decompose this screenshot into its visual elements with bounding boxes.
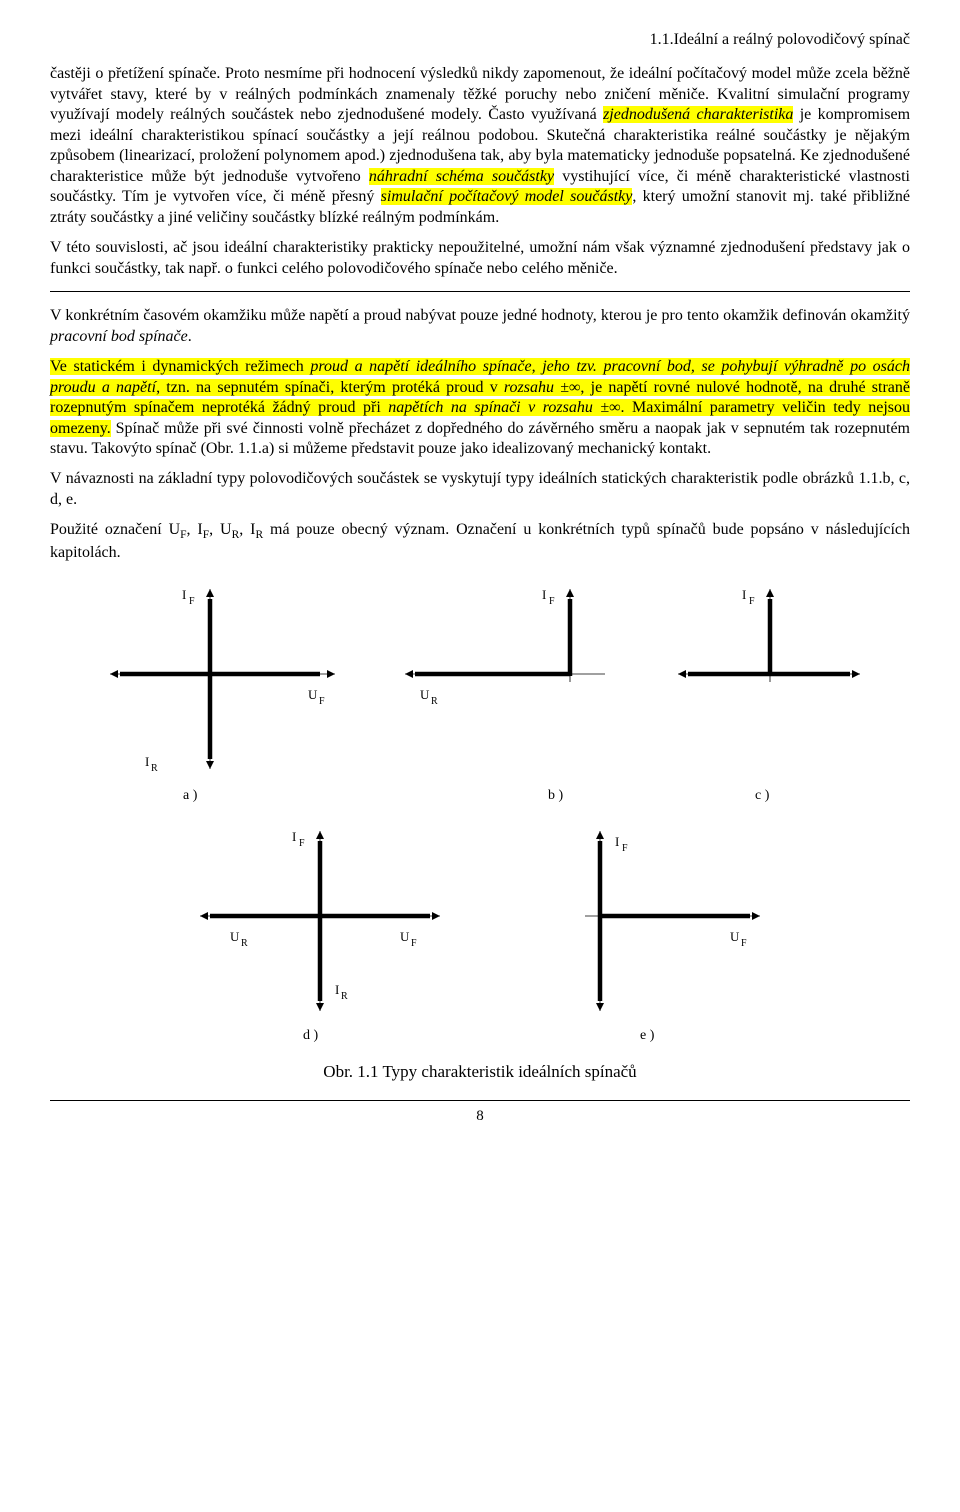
p6-subR2: R bbox=[255, 530, 263, 542]
svg-text:b ): b ) bbox=[548, 788, 564, 803]
fig-d: I F U R U F I R d ) bbox=[185, 816, 455, 1052]
figure-row-1: I F U F I R a ) I F U R bbox=[70, 574, 890, 810]
horizontal-rule bbox=[50, 291, 910, 292]
svg-text:I: I bbox=[615, 834, 619, 849]
svg-text:R: R bbox=[341, 991, 348, 1002]
svg-text:F: F bbox=[319, 696, 325, 707]
p1-highlight-3: simulační počítačový model součástky bbox=[381, 188, 633, 205]
svg-text:R: R bbox=[151, 763, 158, 774]
fig-b: I F U R b ) bbox=[390, 574, 620, 810]
svg-text:R: R bbox=[431, 696, 438, 707]
svg-text:U: U bbox=[308, 687, 318, 702]
svg-text:U: U bbox=[400, 929, 410, 944]
figure-row-2: I F U R U F I R d ) I bbox=[70, 816, 890, 1052]
paragraph-3: V konkrétním časovém okamžiku může napět… bbox=[50, 306, 910, 347]
svg-text:F: F bbox=[549, 596, 555, 607]
p6c: , U bbox=[209, 521, 231, 538]
svg-text:R: R bbox=[241, 938, 248, 949]
p1-highlight-1: zjednodušená charakteristika bbox=[603, 106, 793, 123]
fig-a: I F U F I R a ) bbox=[90, 574, 350, 810]
p4h2bi: napětích na spínači v rozsahu ±∞ bbox=[388, 399, 620, 416]
svg-text:c ): c ) bbox=[755, 788, 770, 803]
fig-c: I F c ) bbox=[660, 574, 870, 810]
svg-text:I: I bbox=[742, 587, 746, 602]
svg-text:I: I bbox=[145, 754, 149, 769]
svg-text:U: U bbox=[730, 929, 740, 944]
svg-text:U: U bbox=[230, 929, 240, 944]
p6b: , I bbox=[187, 521, 203, 538]
page-number: 8 bbox=[50, 1100, 910, 1126]
p1-highlight-2: náhradní schéma součástky bbox=[369, 168, 554, 185]
p3-end: . bbox=[188, 328, 192, 345]
svg-text:U: U bbox=[420, 687, 430, 702]
paragraph-2: V této souvislosti, ač jsou ideální char… bbox=[50, 238, 910, 279]
svg-text:F: F bbox=[622, 843, 628, 854]
svg-text:F: F bbox=[411, 938, 417, 949]
svg-text:e ): e ) bbox=[640, 1028, 655, 1043]
section-header: 1.1.Ideální a reálný polovodičový spínač bbox=[50, 30, 910, 50]
p6a: Použité označení U bbox=[50, 521, 180, 538]
figure-area: I F U F I R a ) I F U R bbox=[70, 574, 890, 1083]
p6d: , I bbox=[239, 521, 255, 538]
p4-rest: Spínač může při své činnosti volně přech… bbox=[50, 420, 910, 457]
fig-e: I F U F e ) bbox=[545, 816, 775, 1052]
p4h1a: Ve statickém i dynamických režimech bbox=[50, 358, 310, 375]
p4h2ai: rozsahu ±∞ bbox=[504, 379, 581, 396]
svg-text:F: F bbox=[299, 838, 305, 849]
svg-text:F: F bbox=[741, 938, 747, 949]
paragraph-6: Použité označení UF, IF, UR, IR má pouze… bbox=[50, 520, 910, 563]
paragraph-4: Ve statickém i dynamických režimech prou… bbox=[50, 357, 910, 459]
paragraph-5: V návaznosti na základní typy polovodičo… bbox=[50, 469, 910, 510]
p3-text: V konkrétním časovém okamžiku může napět… bbox=[50, 307, 910, 324]
figure-caption: Obr. 1.1 Typy charakteristik ideálních s… bbox=[70, 1061, 890, 1083]
svg-text:I: I bbox=[542, 587, 546, 602]
p4h1c: , tzn. bbox=[156, 379, 190, 396]
p3-italic: pracovní bod spínače bbox=[50, 328, 188, 345]
svg-text:F: F bbox=[189, 596, 195, 607]
svg-text:I: I bbox=[182, 587, 186, 602]
svg-text:I: I bbox=[335, 982, 339, 997]
svg-text:d ): d ) bbox=[303, 1028, 319, 1043]
p4h2a: na sepnutém spínači, kterým protéká prou… bbox=[190, 379, 504, 396]
svg-text:F: F bbox=[749, 596, 755, 607]
paragraph-1: častěji o přetížení spínače. Proto nesmí… bbox=[50, 64, 910, 228]
svg-text:I: I bbox=[292, 829, 296, 844]
svg-text:a ): a ) bbox=[183, 788, 198, 803]
